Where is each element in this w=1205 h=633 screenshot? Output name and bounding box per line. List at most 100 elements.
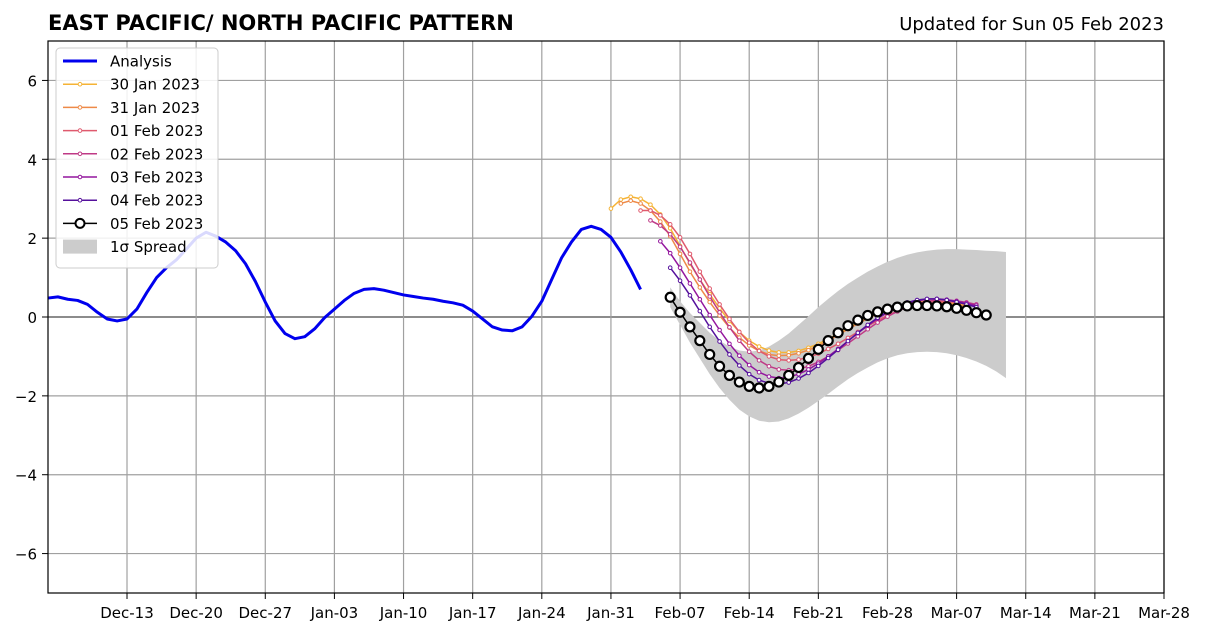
data-point	[608, 206, 614, 211]
legend-label: 01 Feb 2023	[110, 122, 203, 140]
y-tick-label: 2	[27, 230, 37, 248]
data-point	[776, 357, 782, 362]
data-point	[806, 347, 811, 353]
data-point	[951, 302, 963, 314]
legend-marker	[77, 81, 83, 87]
legend-item: 03 Feb 2023	[63, 169, 203, 187]
legend-label: 1σ Spread	[110, 238, 187, 256]
data-point	[825, 355, 831, 361]
legend-item: 30 Jan 2023	[63, 76, 200, 94]
data-point	[658, 219, 663, 224]
data-point	[658, 238, 663, 244]
axis-ticks: 6 4 2 0 −2 −4 −6 Dec-13 Dec-20 Dec-27 Jan-03 Jan-10…	[15, 72, 1190, 622]
data-point	[792, 361, 805, 374]
data-point	[901, 300, 913, 312]
series-analysis	[47, 224, 642, 341]
legend-label: 03 Feb 2023	[110, 169, 203, 187]
data-point	[704, 348, 716, 361]
data-point	[677, 244, 683, 250]
series-line	[650, 219, 977, 371]
data-point	[970, 307, 982, 319]
x-tick-label: Mar-28	[1138, 604, 1190, 622]
data-point	[697, 285, 703, 290]
data-point	[845, 338, 851, 344]
data-point	[796, 376, 801, 381]
data-point	[855, 330, 861, 336]
data-point	[667, 231, 673, 237]
data-point	[687, 260, 693, 265]
legend-item: 05 Feb 2023	[63, 215, 203, 233]
data-point	[648, 218, 653, 223]
legend-label: 31 Jan 2023	[110, 99, 200, 117]
legend-marker	[77, 105, 83, 110]
data-point	[776, 353, 782, 358]
data-point	[677, 251, 683, 257]
legend-label: 30 Jan 2023	[110, 76, 200, 94]
data-point	[667, 265, 673, 271]
y-tick-label: 0	[27, 309, 37, 327]
data-point	[733, 376, 745, 388]
x-tick-label: Jan-10	[379, 604, 428, 622]
data-point	[667, 250, 673, 256]
data-point	[713, 360, 726, 372]
data-point	[638, 196, 643, 202]
x-tick-label: Jan-03	[310, 604, 359, 622]
data-point	[796, 350, 801, 356]
data-point	[776, 367, 782, 372]
data-point	[697, 277, 703, 282]
data-point	[881, 303, 894, 315]
data-point	[763, 380, 775, 392]
updated-label: Updated for Sun 05 Feb 2023	[899, 14, 1164, 35]
data-point	[727, 316, 732, 322]
data-point	[648, 208, 653, 213]
data-point	[727, 341, 732, 347]
data-point	[746, 340, 752, 345]
data-point	[862, 309, 874, 322]
data-point	[812, 343, 824, 355]
data-point	[697, 296, 703, 302]
data-point	[835, 347, 841, 353]
data-point	[677, 265, 683, 271]
y-tick-label: 4	[27, 151, 37, 169]
data-point	[717, 327, 722, 333]
data-point	[802, 352, 815, 364]
data-point	[737, 338, 742, 343]
data-point	[756, 369, 762, 375]
data-point	[664, 291, 676, 303]
chart-title: EAST PACIFIC/ NORTH PACIFIC PATTERN	[48, 11, 514, 35]
data-point	[875, 320, 880, 325]
data-point	[911, 299, 923, 312]
data-point	[865, 322, 871, 328]
legend-label: Analysis	[110, 53, 172, 71]
y-tick-label: 6	[27, 72, 37, 90]
data-point	[737, 353, 742, 358]
x-tick-label: Feb-07	[655, 604, 706, 622]
legend-label: 05 Feb 2023	[110, 215, 203, 233]
data-point	[648, 202, 653, 207]
data-point	[756, 358, 762, 363]
data-point	[934, 296, 940, 302]
data-point	[697, 308, 703, 314]
legend-box	[55, 47, 219, 269]
data-point	[694, 335, 706, 347]
data-point	[756, 377, 762, 383]
legend-marker	[77, 174, 83, 180]
x-tick-label: Mar-07	[931, 604, 983, 622]
legend: Analysis 30 Jan 2023 31 Jan 2023 01 Feb 202…	[55, 47, 219, 269]
data-point	[796, 357, 801, 362]
data-point	[727, 352, 732, 357]
data-point	[806, 370, 811, 376]
data-point	[773, 376, 785, 388]
data-point	[707, 312, 712, 318]
data-point	[980, 309, 992, 321]
data-point	[832, 327, 844, 339]
data-point	[756, 348, 762, 354]
data-point	[638, 208, 643, 213]
legend-marker	[77, 151, 83, 157]
data-point	[766, 374, 772, 379]
data-point	[717, 309, 722, 315]
data-point	[723, 369, 736, 381]
data-point	[687, 251, 693, 257]
data-point	[941, 301, 953, 313]
